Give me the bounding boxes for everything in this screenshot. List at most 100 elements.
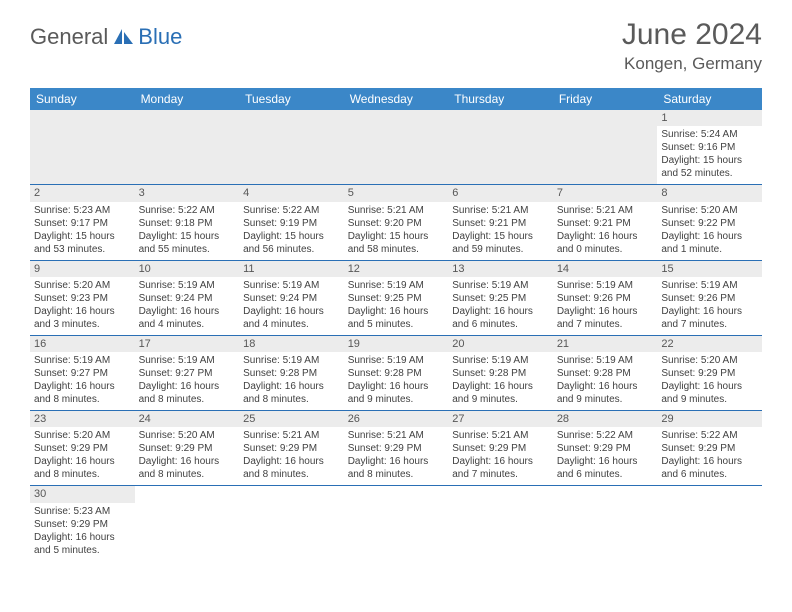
day-number: 19 (344, 336, 449, 352)
calendar-cell: 28Sunrise: 5:22 AMSunset: 9:29 PMDayligh… (553, 411, 658, 486)
day-number: 24 (135, 411, 240, 427)
day-number: 22 (657, 336, 762, 352)
day-number: 14 (553, 261, 658, 277)
day-number: 23 (30, 411, 135, 427)
day-number: 8 (657, 185, 762, 201)
day-number: 25 (239, 411, 344, 427)
calendar-cell (344, 110, 449, 185)
month-title: June 2024 (622, 18, 762, 52)
calendar-cell: 18Sunrise: 5:19 AMSunset: 9:28 PMDayligh… (239, 335, 344, 410)
calendar-cell: 19Sunrise: 5:19 AMSunset: 9:28 PMDayligh… (344, 335, 449, 410)
day-number: 20 (448, 336, 553, 352)
day-details: Sunrise: 5:20 AMSunset: 9:22 PMDaylight:… (661, 204, 758, 256)
location: Kongen, Germany (622, 54, 762, 74)
day-header-row: SundayMondayTuesdayWednesdayThursdayFrid… (30, 88, 762, 110)
day-number: 30 (30, 486, 135, 502)
day-details: Sunrise: 5:22 AMSunset: 9:18 PMDaylight:… (139, 204, 236, 256)
calendar-cell: 7 Sunrise: 5:21 AMSunset: 9:21 PMDaylight… (553, 185, 658, 260)
calendar-cell (553, 486, 658, 561)
calendar-cell: 15Sunrise: 5:19 AMSunset: 9:26 PMDayligh… (657, 260, 762, 335)
calendar-row: 2Sunrise: 5:23 AMSunset: 9:17 PMDaylight… (30, 185, 762, 260)
calendar-table: SundayMondayTuesdayWednesdayThursdayFrid… (30, 88, 762, 561)
title-block: June 2024 Kongen, Germany (622, 18, 762, 74)
calendar-cell: 16 Sunrise: 5:19 AMSunset: 9:27 PMDayligh… (30, 335, 135, 410)
day-details: Sunrise: 5:21 AMSunset: 9:21 PMDaylight:… (452, 204, 549, 256)
day-details: Sunrise: 5:19 AMSunset: 9:25 PMDaylight:… (452, 279, 549, 331)
day-number: 2 (30, 185, 135, 201)
calendar-cell: 13Sunrise: 5:19 AMSunset: 9:25 PMDayligh… (448, 260, 553, 335)
day-details: Sunrise: 5:20 AMSunset: 9:29 PMDaylight:… (139, 429, 236, 481)
day-header: Thursday (448, 88, 553, 110)
calendar-cell: 17Sunrise: 5:19 AMSunset: 9:27 PMDayligh… (135, 335, 240, 410)
calendar-cell (239, 110, 344, 185)
calendar-cell (135, 110, 240, 185)
calendar-cell (344, 486, 449, 561)
day-number: 3 (135, 185, 240, 201)
calendar-cell: 24 Sunrise: 5:20 AMSunset: 9:29 PMDayligh… (135, 411, 240, 486)
day-details: Sunrise: 5:22 AMSunset: 9:29 PMDaylight:… (661, 429, 758, 481)
day-header: Wednesday (344, 88, 449, 110)
calendar-cell: 11 Sunrise: 5:19 AMSunset: 9:24 PMDayligh… (239, 260, 344, 335)
calendar-cell (657, 486, 762, 561)
header: General Blue June 2024 Kongen, Germany (0, 0, 792, 82)
day-details: Sunrise: 5:21 AMSunset: 9:29 PMDaylight:… (243, 429, 340, 481)
calendar-cell: 26 Sunrise: 5:21 AMSunset: 9:29 PMDayligh… (344, 411, 449, 486)
day-number: 11 (239, 261, 344, 277)
calendar-cell (553, 110, 658, 185)
calendar-cell: 21 Sunrise: 5:19 AMSunset: 9:28 PMDayligh… (553, 335, 658, 410)
calendar-cell (30, 110, 135, 185)
day-header: Saturday (657, 88, 762, 110)
day-details: Sunrise: 5:20 AMSunset: 9:23 PMDaylight:… (34, 279, 131, 331)
day-header: Monday (135, 88, 240, 110)
day-details: Sunrise: 5:21 AMSunset: 9:29 PMDaylight:… (348, 429, 445, 481)
day-details: Sunrise: 5:19 AMSunset: 9:28 PMDaylight:… (452, 354, 549, 406)
day-details: Sunrise: 5:19 AMSunset: 9:24 PMDaylight:… (139, 279, 236, 331)
calendar-cell: 29 Sunrise: 5:22 AMSunset: 9:29 PMDayligh… (657, 411, 762, 486)
day-number: 7 (553, 185, 658, 201)
day-number: 26 (344, 411, 449, 427)
day-details: Sunrise: 5:21 AMSunset: 9:20 PMDaylight:… (348, 204, 445, 256)
day-details: Sunrise: 5:19 AMSunset: 9:28 PMDaylight:… (557, 354, 654, 406)
day-details: Sunrise: 5:20 AMSunset: 9:29 PMDaylight:… (34, 429, 131, 481)
day-details: Sunrise: 5:22 AMSunset: 9:19 PMDaylight:… (243, 204, 340, 256)
calendar-body: 1Sunrise: 5:24 AMSunset: 9:16 PMDaylight… (30, 110, 762, 561)
day-number: 16 (30, 336, 135, 352)
logo-text-blue: Blue (138, 24, 182, 50)
calendar-row: 9 Sunrise: 5:20 AMSunset: 9:23 PMDaylight… (30, 260, 762, 335)
day-number: 28 (553, 411, 658, 427)
logo-text-general: General (30, 24, 108, 50)
day-number: 10 (135, 261, 240, 277)
calendar-cell: 9 Sunrise: 5:20 AMSunset: 9:23 PMDaylight… (30, 260, 135, 335)
day-details: Sunrise: 5:19 AMSunset: 9:27 PMDaylight:… (34, 354, 131, 406)
day-details: Sunrise: 5:19 AMSunset: 9:25 PMDaylight:… (348, 279, 445, 331)
day-number: 29 (657, 411, 762, 427)
calendar-cell: 8 Sunrise: 5:20 AMSunset: 9:22 PMDaylight… (657, 185, 762, 260)
day-number: 1 (657, 110, 762, 126)
calendar-row: 16Sunrise: 5:19 AMSunset: 9:27 PMDayligh… (30, 335, 762, 410)
calendar-cell: 30Sunrise: 5:23 AMSunset: 9:29 PMDayligh… (30, 486, 135, 561)
calendar-cell: 14 Sunrise: 5:19 AMSunset: 9:26 PMDayligh… (553, 260, 658, 335)
logo: General Blue (30, 24, 182, 50)
day-number: 6 (448, 185, 553, 201)
calendar-cell (448, 110, 553, 185)
day-number: 12 (344, 261, 449, 277)
calendar-cell: 22Sunrise: 5:20 AMSunset: 9:29 PMDayligh… (657, 335, 762, 410)
calendar-cell: 2Sunrise: 5:23 AMSunset: 9:17 PMDaylight… (30, 185, 135, 260)
calendar-cell (135, 486, 240, 561)
calendar-cell (448, 486, 553, 561)
day-details: Sunrise: 5:21 AMSunset: 9:21 PMDaylight:… (557, 204, 654, 256)
day-number: 21 (553, 336, 658, 352)
day-number: 9 (30, 261, 135, 277)
calendar-cell: 27Sunrise: 5:21 AMSunset: 9:29 PMDayligh… (448, 411, 553, 486)
day-details: Sunrise: 5:19 AMSunset: 9:26 PMDaylight:… (557, 279, 654, 331)
day-details: Sunrise: 5:19 AMSunset: 9:24 PMDaylight:… (243, 279, 340, 331)
calendar-cell: 6 Sunrise: 5:21 AMSunset: 9:21 PMDaylight… (448, 185, 553, 260)
day-details: Sunrise: 5:19 AMSunset: 9:27 PMDaylight:… (139, 354, 236, 406)
day-number: 27 (448, 411, 553, 427)
calendar-cell: 1Sunrise: 5:24 AMSunset: 9:16 PMDaylight… (657, 110, 762, 185)
day-number: 5 (344, 185, 449, 201)
day-header: Sunday (30, 88, 135, 110)
calendar-cell: 23 Sunrise: 5:20 AMSunset: 9:29 PMDayligh… (30, 411, 135, 486)
day-number: 15 (657, 261, 762, 277)
calendar-cell: 10 Sunrise: 5:19 AMSunset: 9:24 PMDayligh… (135, 260, 240, 335)
